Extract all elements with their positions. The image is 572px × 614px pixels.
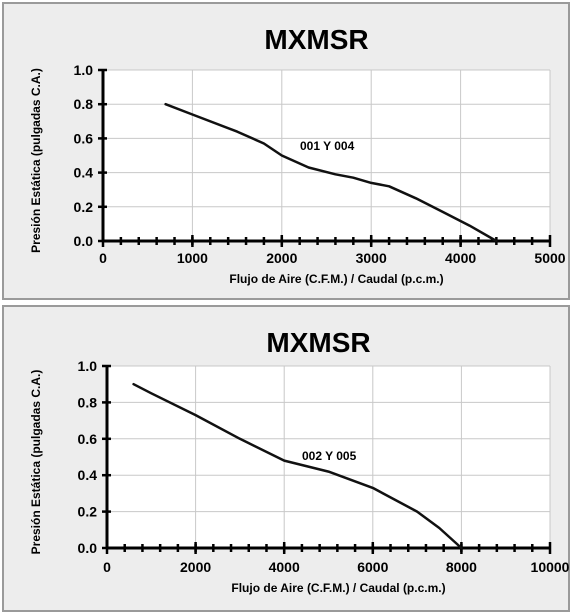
x-axis-label: Flujo de Aire (C.F.M.) / Caudal (p.c.m.) [231,581,445,595]
x-tick-label: 0 [99,250,107,266]
plot-area [103,70,550,241]
x-tick-label: 2000 [266,250,297,266]
x-tick-label: 8000 [446,559,477,575]
y-tick-label: 0.6 [74,130,94,146]
series-line [164,102,498,243]
x-tick-label: 0 [103,559,111,575]
y-tick-label: 0.0 [74,233,94,249]
y-tick-label: 0.4 [78,467,98,483]
chart-title: MXMSR [266,327,370,358]
y-tick-label: 0.8 [74,96,94,112]
series-line [132,382,463,550]
x-tick-label: 3000 [356,250,387,266]
chart-2: 0 2000 4000 6000 8000 10000 0.0 0.2 0.4 0.6 0.8 1.0… [2,305,570,612]
x-tick-label: 2000 [180,559,211,575]
x-tick-label: 6000 [357,559,388,575]
y-tick-label: 0.8 [78,394,98,410]
chart-title: MXMSR [264,24,368,55]
y-tick-label: 0.0 [78,540,98,556]
y-axis-label: Presión Estática (pulgadas C.A.) [29,370,43,555]
curve-label: 001 Y 004 [300,139,355,153]
curve-label: 002 Y 005 [302,449,357,463]
y-axis-label: Presión Estática (pulgadas C.A.) [29,68,43,253]
x-axis-label: Flujo de Aire (C.F.M.) / Caudal (p.c.m.) [229,272,443,286]
x-tick-label: 10000 [531,559,570,575]
y-tick-label: 0.2 [78,504,98,520]
y-tick-label: 1.0 [74,62,94,78]
x-tick-label: 4000 [445,250,476,266]
y-tick-label: 0.4 [74,165,94,181]
y-tick-label: 1.0 [78,358,98,374]
x-tick-label: 5000 [534,250,565,266]
x-tick-label: 1000 [177,250,208,266]
chart-1: 0 1000 2000 3000 4000 5000 0.0 0.2 0.4 0.6 0.8 1.0 M… [2,2,570,300]
x-tick-label: 4000 [269,559,300,575]
y-tick-label: 0.6 [78,431,98,447]
y-tick-label: 0.2 [74,199,94,215]
plot-area [107,366,550,548]
